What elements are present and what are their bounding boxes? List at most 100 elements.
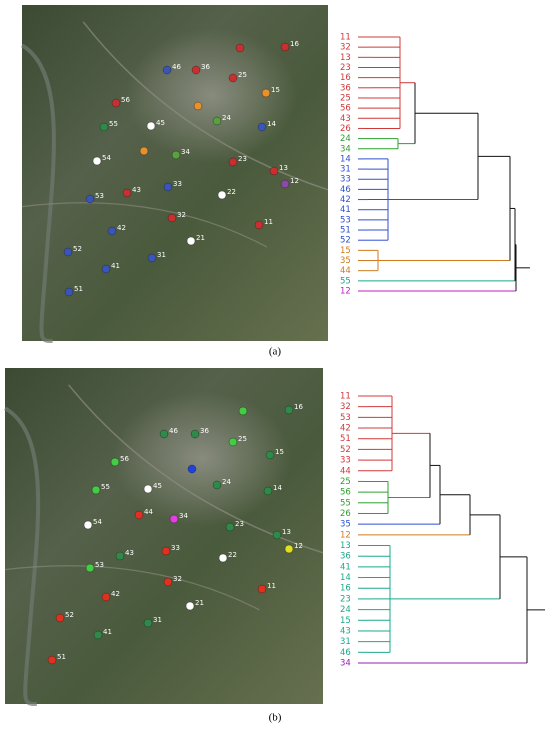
sample-point	[280, 179, 290, 189]
sample-point	[191, 65, 201, 75]
sample-point	[92, 156, 102, 166]
leaf-label: 43	[340, 626, 351, 636]
leaf-label: 41	[340, 205, 351, 215]
point-label: 33	[171, 544, 180, 552]
point-label: 41	[103, 628, 112, 636]
point-label: 21	[196, 234, 205, 242]
sample-point	[218, 553, 228, 563]
sample-point	[238, 406, 248, 416]
leaf-label: 56	[340, 488, 351, 498]
point-label: 12	[294, 542, 303, 550]
point-label: 41	[111, 262, 120, 270]
leaf-label: 26	[340, 124, 351, 134]
sample-point	[163, 577, 173, 587]
point-label: 23	[238, 155, 247, 163]
town-area	[113, 391, 292, 526]
leaf-label: 55	[340, 276, 351, 286]
point-label: 56	[121, 96, 130, 104]
leaf-label: 16	[340, 584, 351, 594]
leaf-label: 36	[340, 83, 351, 93]
point-label: 34	[179, 512, 188, 520]
sample-point	[280, 42, 290, 52]
point-label: 31	[157, 251, 166, 259]
point-label: 55	[109, 120, 118, 128]
sample-point	[284, 544, 294, 554]
sample-point	[143, 618, 153, 628]
point-label: 15	[275, 448, 284, 456]
point-label: 45	[153, 482, 162, 490]
road	[21, 202, 268, 248]
sample-point	[163, 182, 173, 192]
sample-point	[193, 101, 203, 111]
leaf-label: 53	[340, 215, 351, 225]
sample-point	[47, 655, 57, 665]
leaf-label: 42	[340, 424, 351, 434]
leaf-label: 15	[340, 246, 351, 256]
leaf-label: 11	[340, 33, 351, 43]
point-label: 44	[144, 508, 153, 516]
sample-point	[107, 226, 117, 236]
sample-point	[228, 437, 238, 447]
point-label: 12	[290, 177, 299, 185]
leaf-label: 23	[340, 594, 351, 604]
sample-point	[228, 73, 238, 83]
leaf-label: 25	[340, 477, 351, 487]
leaf-label: 56	[340, 104, 351, 114]
leaf-label: 23	[340, 63, 351, 73]
point-label: 13	[279, 164, 288, 172]
panel-caption: (b)	[269, 712, 282, 724]
sample-point	[55, 613, 65, 623]
leaf-label: 44	[340, 466, 351, 476]
sample-point	[235, 43, 245, 53]
leaf-label: 52	[340, 236, 351, 246]
sample-point	[217, 190, 227, 200]
sample-point	[159, 429, 169, 439]
point-label: 54	[102, 154, 111, 162]
sample-point	[272, 530, 282, 540]
river	[20, 43, 56, 343]
point-label: 36	[200, 427, 209, 435]
sample-point	[110, 457, 120, 467]
panel-caption: (a)	[269, 346, 282, 358]
sample-point	[269, 166, 279, 176]
point-label: 22	[228, 551, 237, 559]
sample-point	[261, 88, 271, 98]
sample-point	[161, 546, 171, 556]
sample-point	[139, 146, 149, 156]
leaf-label: 51	[340, 434, 351, 444]
leaf-label: 55	[340, 498, 351, 508]
leaf-label: 13	[340, 53, 351, 63]
road	[82, 21, 329, 191]
sample-point	[115, 551, 125, 561]
leaf-label: 35	[340, 256, 351, 266]
sample-point	[122, 188, 132, 198]
leaf-label: 16	[340, 73, 351, 83]
leaf-label: 33	[340, 175, 351, 185]
leaf-label: 15	[340, 616, 351, 626]
leaf-label: 32	[340, 402, 351, 412]
sample-point	[228, 157, 238, 167]
sample-point	[99, 122, 109, 132]
point-label: 46	[172, 63, 181, 71]
point-label: 32	[173, 575, 182, 583]
town-area	[126, 28, 298, 163]
point-label: 51	[57, 653, 66, 661]
sample-point	[111, 98, 121, 108]
point-label: 33	[173, 180, 182, 188]
sample-point	[134, 510, 144, 520]
sample-point	[143, 484, 153, 494]
leaf-label: 34	[340, 144, 351, 154]
point-label: 14	[267, 120, 276, 128]
sample-point	[147, 253, 157, 263]
point-label: 11	[267, 582, 276, 590]
leaf-label: 46	[340, 648, 351, 658]
point-label: 16	[294, 403, 303, 411]
sample-point	[190, 429, 200, 439]
point-label: 42	[117, 224, 126, 232]
point-label: 14	[273, 484, 282, 492]
sample-point	[146, 121, 156, 131]
point-label: 42	[111, 590, 120, 598]
point-label: 52	[65, 611, 74, 619]
point-label: 24	[222, 114, 231, 122]
